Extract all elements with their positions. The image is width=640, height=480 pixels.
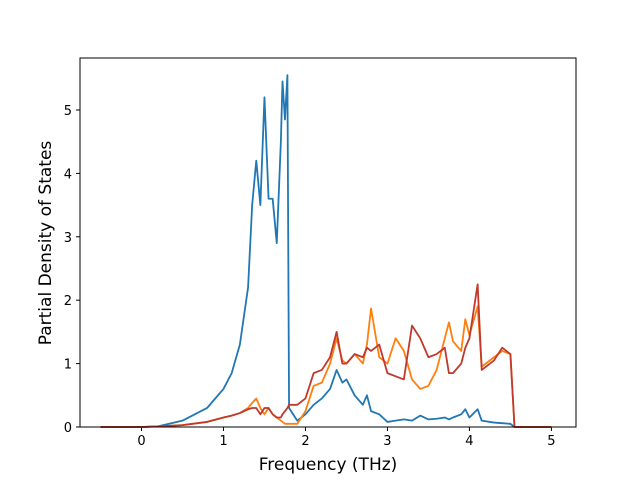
y-tick-label: 5 bbox=[64, 104, 72, 119]
x-tick-label: 2 bbox=[301, 434, 309, 449]
y-tick-label: 0 bbox=[64, 421, 72, 436]
y-axis-label: Partial Density of States bbox=[36, 141, 56, 346]
plot-frame bbox=[79, 57, 577, 428]
series-line bbox=[100, 283, 552, 428]
x-tick-label: 0 bbox=[137, 434, 145, 449]
y-tick-label: 4 bbox=[64, 167, 72, 182]
x-axis-label: Frequency (THz) bbox=[259, 455, 398, 475]
x-tick-label: 4 bbox=[465, 434, 473, 449]
series-line bbox=[100, 74, 552, 428]
series-line bbox=[100, 305, 552, 428]
x-tick-label: 1 bbox=[219, 434, 227, 449]
y-tick-label: 1 bbox=[64, 358, 72, 373]
y-tick-label: 2 bbox=[64, 294, 72, 309]
x-tick-label: 5 bbox=[547, 434, 555, 449]
y-tick-label: 3 bbox=[64, 231, 72, 246]
x-tick-label: 3 bbox=[383, 434, 391, 449]
